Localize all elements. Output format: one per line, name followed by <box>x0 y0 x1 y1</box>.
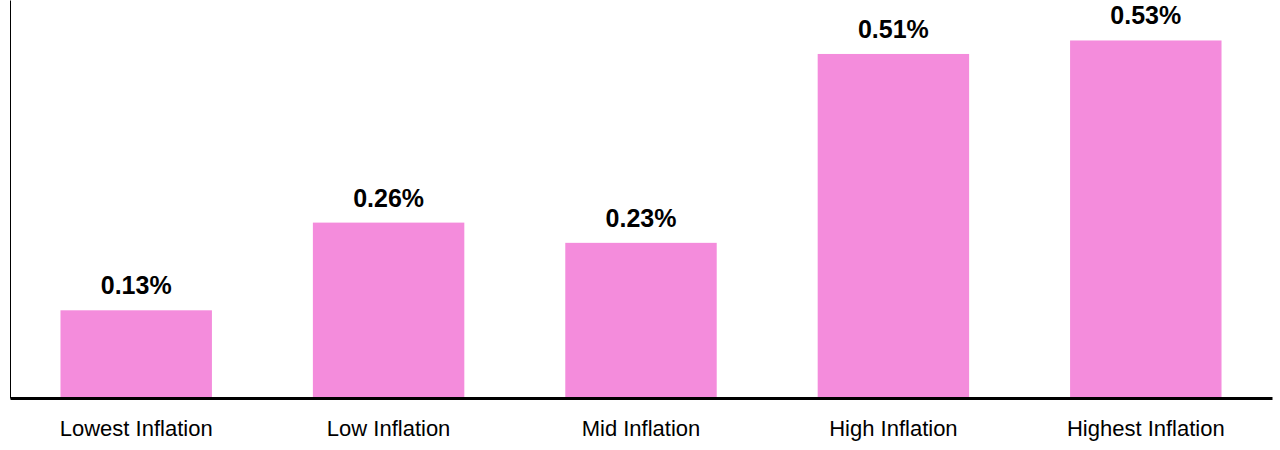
chart-svg: Lowest Inflation Low Inflation Mid Inflati… <box>0 0 1280 450</box>
bar <box>818 54 969 398</box>
y-axis-line <box>10 1 11 399</box>
y-axis <box>10 1 11 399</box>
bars <box>60 40 1221 398</box>
data-labels: 0.13% 0.26% 0.23% 0.51% 0.53% <box>101 1 1181 299</box>
x-tick-label: Highest Inflation <box>1067 416 1225 441</box>
x-axis-line <box>11 397 1273 400</box>
chart-container: Lowest Inflation Low Inflation Mid Inflati… <box>0 0 1280 450</box>
x-tick: Lowest Inflation <box>60 416 213 441</box>
data-label: 0.26% <box>353 184 424 212</box>
bar <box>1070 40 1221 398</box>
x-axis: Lowest Inflation Low Inflation Mid Inflati… <box>11 399 1273 441</box>
data-label: 0.13% <box>101 271 172 299</box>
x-tick-label: Mid Inflation <box>582 416 701 441</box>
data-label: 0.23% <box>606 204 677 232</box>
x-tick-label: High Inflation <box>829 416 957 441</box>
x-tick-label: Low Inflation <box>327 416 451 441</box>
bar <box>565 243 716 398</box>
x-tick: Mid Inflation <box>582 416 701 441</box>
data-label: 0.53% <box>1110 1 1181 29</box>
bar <box>60 310 211 398</box>
x-tick: Low Inflation <box>327 416 451 441</box>
x-tick: High Inflation <box>829 416 957 441</box>
data-label: 0.51% <box>858 15 929 43</box>
bar <box>313 223 464 398</box>
x-tick-label: Lowest Inflation <box>60 416 213 441</box>
x-tick: Highest Inflation <box>1067 416 1225 441</box>
